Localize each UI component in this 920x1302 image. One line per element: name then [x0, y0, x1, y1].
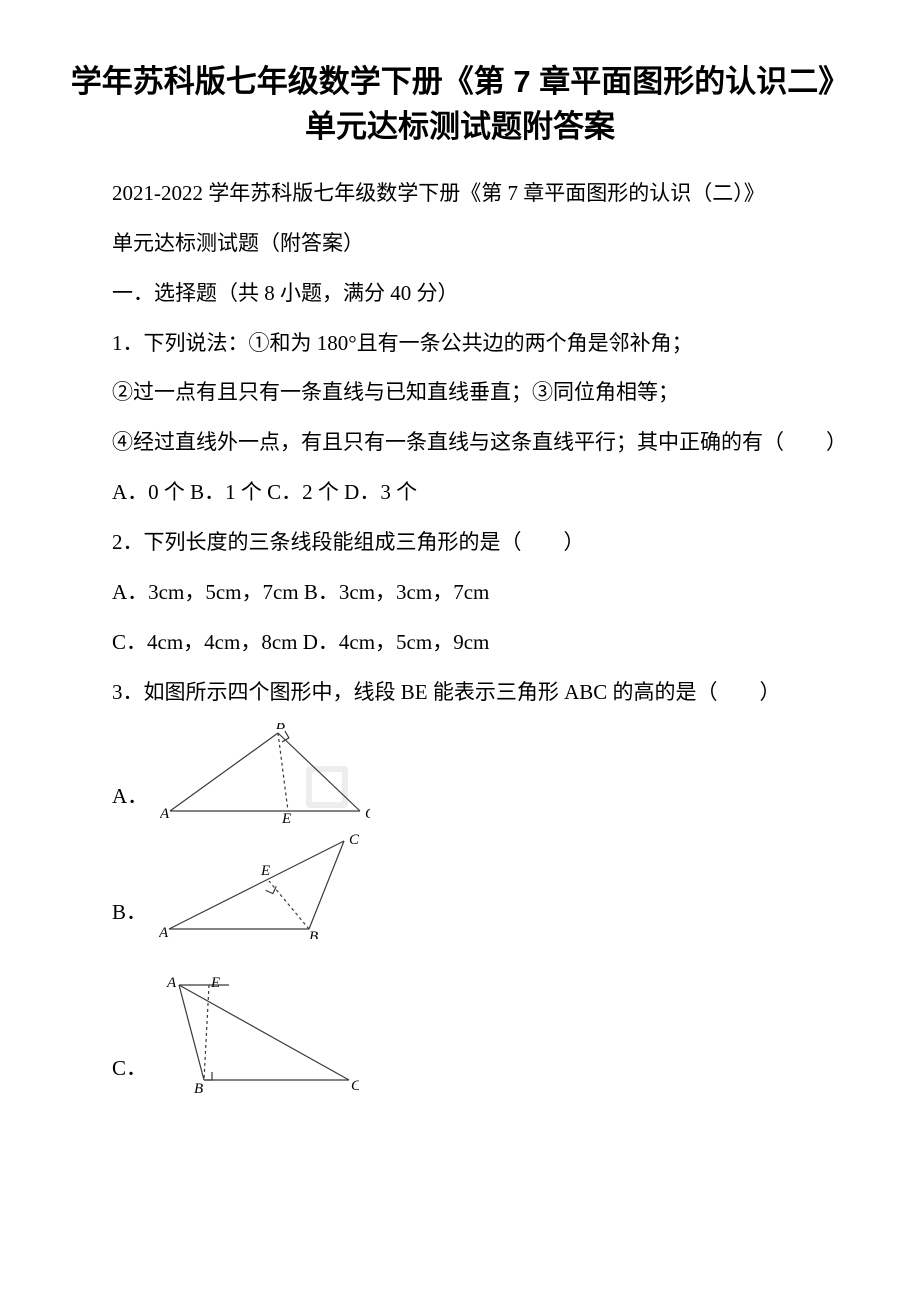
svg-text:E: E — [210, 975, 220, 991]
q3-option-b-label: B． — [112, 893, 147, 939]
svg-text:A: A — [160, 806, 170, 822]
q3-figure-a: A B C E — [160, 723, 370, 823]
svg-text:B: B — [309, 929, 318, 939]
q3-option-c-row: C． A B C E — [70, 975, 850, 1095]
svg-text:C: C — [365, 806, 370, 822]
q2-opts-cd-text: C．4cm，4cm，8cm D．4cm，5cm，9cm — [112, 630, 489, 654]
q3-option-a-label: A． — [112, 777, 148, 823]
svg-text:B: B — [276, 723, 285, 733]
svg-text:C: C — [349, 832, 359, 848]
q2-opts-ab: A．3cm，5cm，7cm B．3cm，3cm，7cm — [70, 573, 850, 613]
intro-line-2: 单元达标测试题（附答案） — [70, 224, 850, 264]
intro-text-2: 单元达标测试题（附答案） — [112, 231, 364, 255]
q3-option-b-row: B． A B C E — [70, 829, 850, 939]
q1-line2-text: ②过一点有且只有一条直线与已知直线垂直；③同位角相等； — [112, 380, 679, 404]
svg-text:E: E — [281, 811, 291, 823]
q2-opts-ab-text: A．3cm，5cm，7cm B．3cm，3cm，7cm — [112, 580, 489, 604]
q1-options: A．0 个 B．1 个 C．2 个 D．3 个 — [70, 473, 850, 513]
intro-line-1: 2021-2022 学年苏科版七年级数学下册《第 7 章平面图形的认识（二）》 — [70, 174, 850, 214]
section-1-text: 一．选择题（共 8 小题，满分 40 分） — [112, 281, 459, 305]
svg-text:B: B — [194, 1081, 203, 1095]
svg-text:A: A — [159, 925, 169, 939]
intro-text-1: 2021-2022 学年苏科版七年级数学下册《第 7 章平面图形的认识（二）》 — [112, 181, 765, 205]
q1-stem-text: 1．下列说法：①和为 180°且有一条公共边的两个角是邻补角； — [112, 331, 693, 355]
q2-stem-text: 2．下列长度的三条线段能组成三角形的是（ ） — [112, 530, 585, 554]
spacer — [70, 945, 850, 969]
svg-text:C: C — [351, 1078, 359, 1094]
q1-options-text: A．0 个 B．1 个 C．2 个 D．3 个 — [112, 480, 417, 504]
q3-figure-b: A B C E — [159, 829, 359, 939]
svg-text:A: A — [166, 975, 177, 991]
q3-figure-c: A B C E — [159, 975, 359, 1095]
section-heading-1: 一．选择题（共 8 小题，满分 40 分） — [70, 274, 850, 314]
q3-option-a-row: A． A B C E — [70, 723, 850, 823]
doc-title: 学年苏科版七年级数学下册《第 7 章平面图形的认识二》单元达标测试题附答案 — [70, 60, 850, 150]
q3-option-c-label: C． — [112, 1049, 147, 1095]
q1-stem: 1．下列说法：①和为 180°且有一条公共边的两个角是邻补角； — [70, 324, 850, 364]
q1-line3: ④经过直线外一点，有且只有一条直线与这条直线平行；其中正确的有（ ） — [70, 423, 850, 463]
q3-stem-text: 3．如图所示四个图形中，线段 BE 能表示三角形 ABC 的高的是（ ） — [112, 680, 781, 704]
q3-stem: 3．如图所示四个图形中，线段 BE 能表示三角形 ABC 的高的是（ ） — [70, 673, 850, 713]
q1-line2: ②过一点有且只有一条直线与已知直线垂直；③同位角相等； — [70, 373, 850, 413]
q2-opts-cd: C．4cm，4cm，8cm D．4cm，5cm，9cm — [70, 623, 850, 663]
svg-text:E: E — [260, 863, 270, 879]
q2-stem: 2．下列长度的三条线段能组成三角形的是（ ） — [70, 523, 850, 563]
q1-line3-text: ④经过直线外一点，有且只有一条直线与这条直线平行；其中正确的有（ ） — [112, 430, 847, 454]
